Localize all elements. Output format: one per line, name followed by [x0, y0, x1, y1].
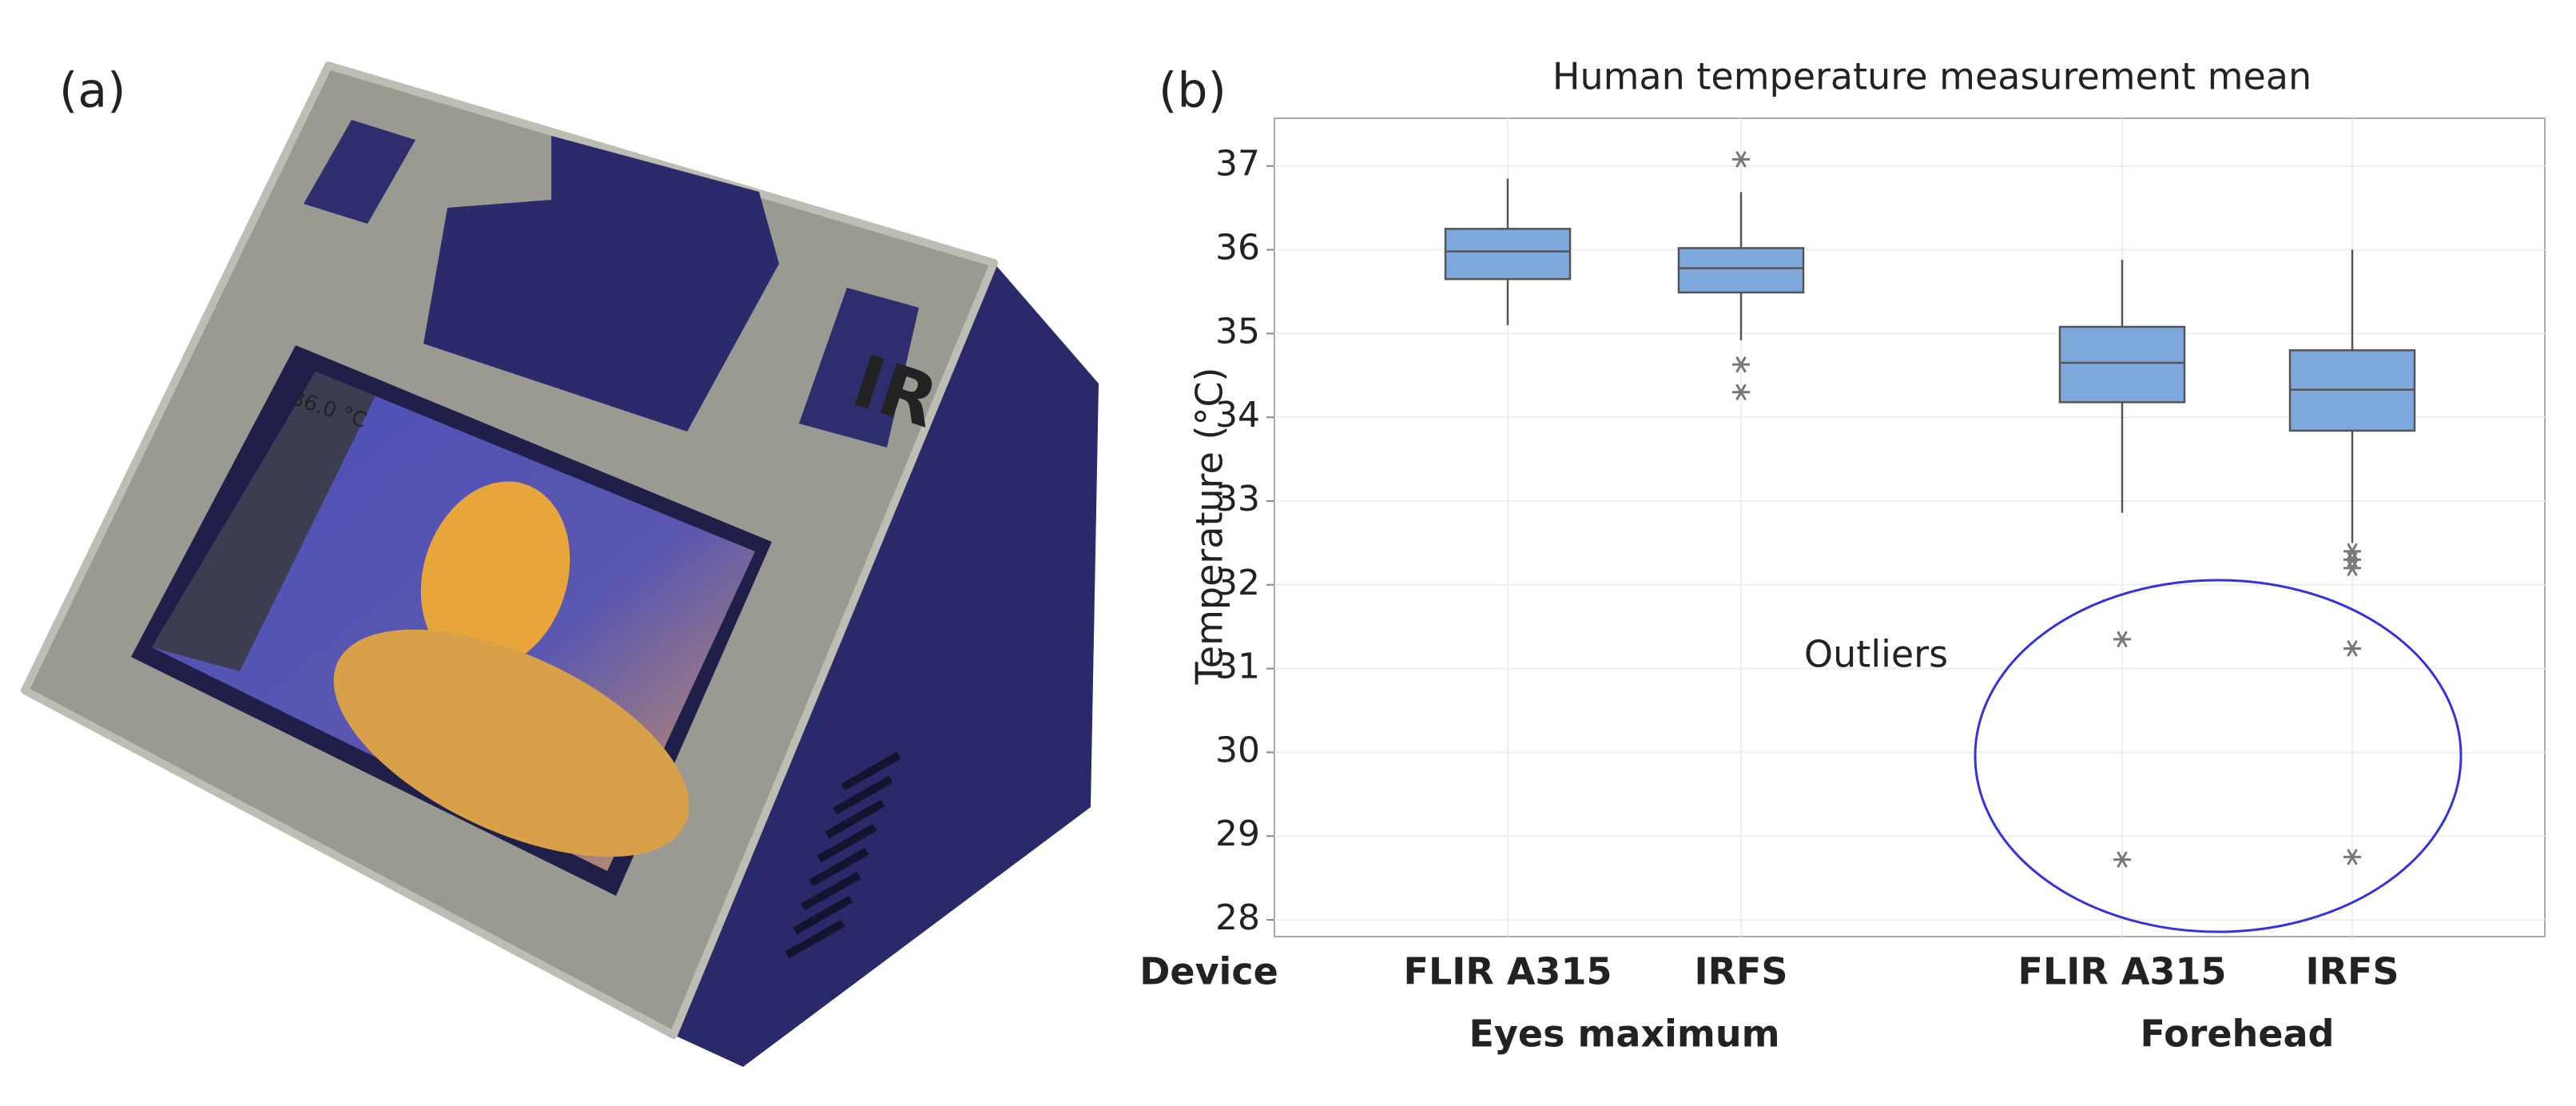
y-tick-label: 37: [1215, 144, 1260, 185]
group-label: Eyes maximum: [1469, 1013, 1779, 1056]
group-label: Forehead: [2141, 1013, 2335, 1056]
outlier: [2343, 640, 2361, 657]
outlier: [1732, 384, 1750, 401]
annotation-ellipse: [1974, 579, 2463, 933]
chart-title: Human temperature measurement mean: [1552, 55, 2312, 98]
outlier: [1732, 151, 1750, 168]
y-tick-label: 32: [1215, 563, 1260, 603]
box: [2058, 325, 2186, 404]
plot-frame: [1274, 117, 2546, 937]
device-photo: IR 36.0 °C: [21, 62, 1099, 1067]
y-tick-label: 35: [1215, 311, 1260, 352]
y-tick-label: 30: [1215, 730, 1260, 770]
annotation: Outliers: [1804, 633, 1948, 676]
panel-label: (a): [59, 63, 126, 119]
x-tick-label: IRFS: [1694, 950, 1787, 993]
y-axis-title: Temperature (°C): [1188, 367, 1231, 685]
x-tick-label: FLIR A315: [2018, 950, 2227, 993]
outlier: [2113, 851, 2131, 868]
x-axis-title: Device: [1139, 950, 1278, 993]
outlier: [2343, 849, 2361, 865]
box: [1677, 247, 1805, 294]
box: [1444, 228, 1572, 280]
x-tick-label: FLIR A315: [1404, 950, 1612, 993]
y-tick-label: 33: [1215, 479, 1260, 519]
y-tick-label: 31: [1215, 646, 1260, 687]
outlier: [1732, 356, 1750, 373]
y-tick-label: 28: [1215, 897, 1260, 938]
y-tick-label: 29: [1215, 814, 1260, 854]
outlier: [2113, 631, 2131, 648]
y-tick-label: 36: [1215, 228, 1260, 269]
panel-label: (b): [1159, 63, 1226, 119]
outlier: [2343, 559, 2361, 577]
x-tick-label: IRFS: [2305, 950, 2399, 993]
y-tick-label: 34: [1215, 395, 1260, 436]
